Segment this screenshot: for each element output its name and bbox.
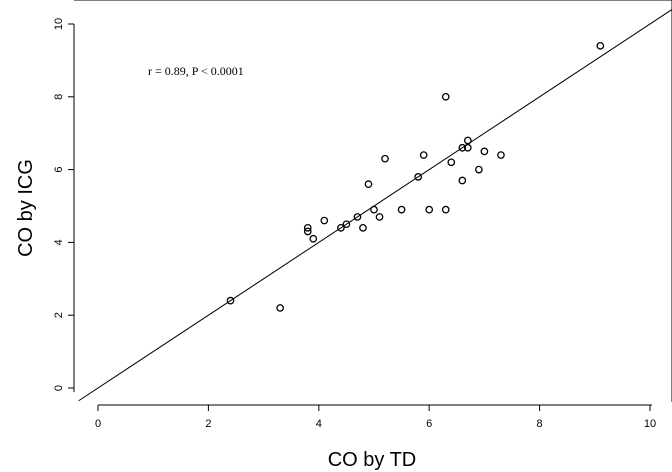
- data-point: [441, 92, 450, 101]
- x-tick-label: 6: [426, 418, 432, 430]
- y-tick-label: 6: [53, 167, 65, 173]
- data-point: [337, 223, 345, 232]
- y-tick-label: 8: [53, 94, 65, 100]
- data-point: [425, 205, 434, 214]
- data-point: [414, 173, 423, 181]
- data-point: [596, 41, 605, 50]
- x-tick-label: 2: [205, 418, 211, 430]
- data-points: [226, 41, 605, 312]
- data-point: [370, 205, 378, 214]
- data-point: [480, 147, 489, 156]
- data-point: [441, 205, 450, 214]
- correlation-annotation: r = 0.89, P < 0.0001: [148, 64, 244, 78]
- data-point: [463, 143, 472, 152]
- data-point: [419, 151, 428, 159]
- data-point: [375, 213, 384, 221]
- data-point: [364, 180, 373, 189]
- axes: [73, 0, 672, 406]
- x-tick-label: 8: [537, 418, 543, 430]
- x-axis-title: CO by TD: [328, 449, 417, 471]
- x-tick-label: 10: [644, 418, 656, 430]
- data-point: [475, 165, 483, 174]
- data-point: [463, 136, 472, 145]
- y-tick-label: 10: [53, 18, 65, 30]
- identity-line: [78, 9, 672, 402]
- x-ticks: 0 2 4 6 8 10: [95, 405, 656, 430]
- data-point: [447, 158, 456, 167]
- data-point: [276, 304, 285, 312]
- y-tick-label: 4: [53, 239, 65, 245]
- data-point: [359, 223, 367, 232]
- y-ticks: 0 2 4 6 8 10: [53, 18, 74, 391]
- y-tick-label: 0: [53, 385, 65, 391]
- data-point: [342, 220, 351, 229]
- data-point: [303, 227, 312, 236]
- data-point: [226, 296, 235, 305]
- x-tick-label: 0: [95, 418, 101, 430]
- data-point: [320, 216, 329, 225]
- data-point: [381, 154, 389, 163]
- data-point: [303, 223, 312, 232]
- data-point: [458, 143, 467, 152]
- y-axis-title: CO by ICG: [15, 159, 37, 257]
- data-point: [309, 234, 318, 243]
- data-point: [397, 205, 406, 214]
- data-point: [497, 151, 505, 159]
- x-tick-label: 4: [316, 418, 322, 430]
- data-point: [353, 213, 362, 221]
- y-tick-label: 2: [53, 312, 65, 318]
- data-point: [458, 176, 467, 185]
